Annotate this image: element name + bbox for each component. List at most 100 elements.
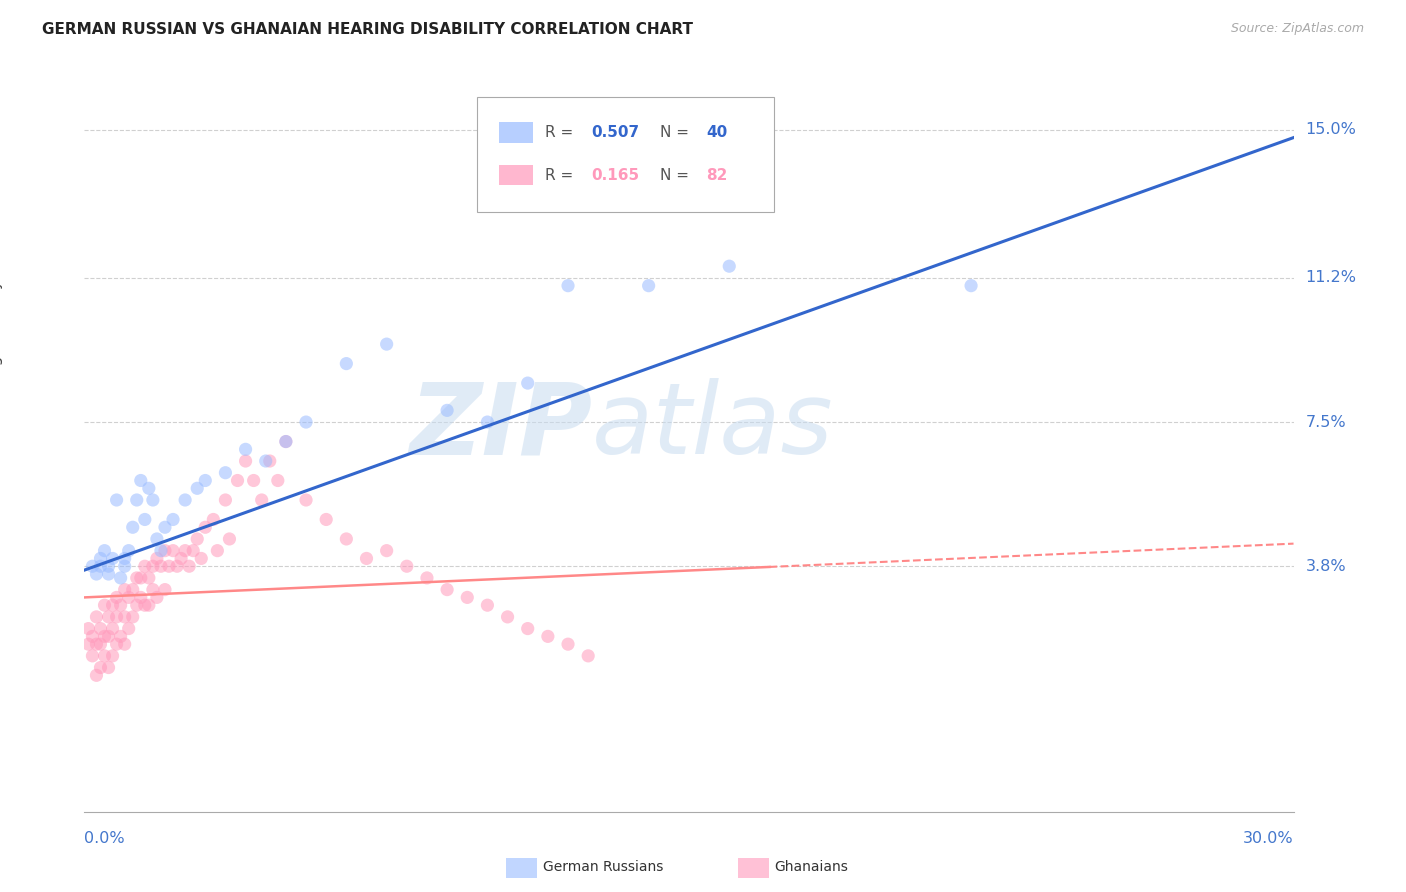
- FancyBboxPatch shape: [478, 97, 773, 212]
- Text: 40: 40: [706, 125, 727, 140]
- Text: N =: N =: [659, 125, 693, 140]
- Point: [114, 610, 136, 624]
- Point: [110, 571, 132, 585]
- Point: [174, 543, 197, 558]
- Point: [101, 598, 124, 612]
- Point: [82, 629, 104, 643]
- Point: [77, 637, 100, 651]
- Point: [138, 598, 160, 612]
- Text: 82: 82: [706, 168, 727, 183]
- Point: [375, 337, 398, 351]
- Point: [97, 610, 120, 624]
- Point: [146, 591, 169, 605]
- Point: [295, 415, 318, 429]
- Point: [214, 466, 236, 480]
- Point: [125, 571, 148, 585]
- Point: [477, 415, 499, 429]
- Point: [496, 610, 519, 624]
- Text: Source: ZipAtlas.com: Source: ZipAtlas.com: [1230, 22, 1364, 36]
- Point: [114, 582, 136, 597]
- Point: [149, 559, 172, 574]
- Point: [125, 598, 148, 612]
- Point: [89, 622, 111, 636]
- Point: [537, 629, 560, 643]
- Point: [186, 481, 208, 495]
- Point: [259, 454, 281, 468]
- Point: [138, 571, 160, 585]
- Point: [235, 454, 257, 468]
- Point: [166, 559, 188, 574]
- Text: R =: R =: [546, 125, 578, 140]
- Point: [477, 598, 499, 612]
- Text: Hearing Disability: Hearing Disability: [0, 280, 3, 416]
- Point: [146, 532, 169, 546]
- Point: [89, 660, 111, 674]
- Point: [121, 520, 143, 534]
- Point: [86, 567, 108, 582]
- Point: [86, 668, 108, 682]
- Point: [129, 474, 152, 488]
- Point: [274, 434, 297, 449]
- Point: [114, 637, 136, 651]
- Point: [242, 474, 264, 488]
- Point: [118, 622, 141, 636]
- Point: [516, 376, 538, 390]
- Point: [105, 637, 128, 651]
- Point: [146, 551, 169, 566]
- Point: [295, 493, 318, 508]
- Point: [105, 610, 128, 624]
- Point: [162, 543, 184, 558]
- Text: 30.0%: 30.0%: [1243, 831, 1294, 847]
- Point: [174, 493, 197, 508]
- Point: [718, 259, 741, 273]
- Text: 15.0%: 15.0%: [1306, 122, 1357, 137]
- Point: [97, 629, 120, 643]
- Point: [93, 543, 115, 558]
- Point: [82, 559, 104, 574]
- Point: [89, 637, 111, 651]
- Point: [134, 559, 156, 574]
- Point: [89, 551, 111, 566]
- Point: [436, 582, 458, 597]
- Point: [194, 520, 217, 534]
- Text: 7.5%: 7.5%: [1306, 415, 1346, 430]
- Point: [162, 512, 184, 526]
- Point: [576, 648, 599, 663]
- Point: [134, 512, 156, 526]
- Point: [637, 278, 659, 293]
- Point: [436, 403, 458, 417]
- Point: [235, 442, 257, 457]
- Point: [170, 551, 193, 566]
- Point: [105, 493, 128, 508]
- Point: [89, 559, 111, 574]
- Text: GERMAN RUSSIAN VS GHANAIAN HEARING DISABILITY CORRELATION CHART: GERMAN RUSSIAN VS GHANAIAN HEARING DISAB…: [42, 22, 693, 37]
- Text: 0.507: 0.507: [591, 125, 640, 140]
- Point: [194, 474, 217, 488]
- Point: [274, 434, 297, 449]
- Point: [335, 532, 357, 546]
- Bar: [499, 122, 533, 144]
- Point: [121, 582, 143, 597]
- Text: 11.2%: 11.2%: [1306, 270, 1357, 285]
- Point: [516, 622, 538, 636]
- Point: [97, 567, 120, 582]
- Point: [153, 582, 176, 597]
- Point: [121, 610, 143, 624]
- Point: [82, 648, 104, 663]
- Point: [114, 551, 136, 566]
- Point: [86, 637, 108, 651]
- Point: [110, 598, 132, 612]
- Point: [557, 278, 579, 293]
- Point: [125, 493, 148, 508]
- Point: [118, 543, 141, 558]
- Point: [207, 543, 229, 558]
- Point: [157, 559, 180, 574]
- Point: [142, 493, 165, 508]
- Point: [153, 520, 176, 534]
- Text: N =: N =: [659, 168, 693, 183]
- Point: [142, 582, 165, 597]
- Point: [97, 660, 120, 674]
- Bar: [499, 165, 533, 186]
- Point: [77, 622, 100, 636]
- Point: [557, 637, 579, 651]
